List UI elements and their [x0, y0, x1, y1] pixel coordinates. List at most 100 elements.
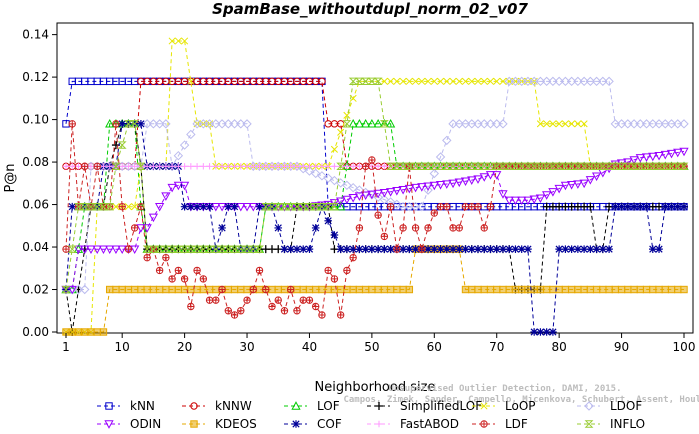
data-point-ldf — [374, 211, 382, 219]
data-point-inflo — [554, 162, 564, 171]
data-point-inflo — [330, 202, 339, 211]
data-point-kdeos — [137, 285, 145, 294]
data-point-ldof — [598, 76, 608, 87]
legend-label: SimplifiedLOF — [400, 399, 482, 413]
data-point-inflo — [267, 202, 277, 211]
data-point-cof — [361, 245, 370, 253]
data-point-inflo — [161, 245, 171, 253]
legend-label: COF — [317, 417, 342, 431]
data-point-inflo — [230, 245, 239, 253]
data-point-loop — [480, 77, 488, 85]
data-point-cof — [467, 245, 476, 253]
data-point-loop — [393, 77, 401, 85]
data-point-inflo — [280, 202, 289, 211]
data-point-cof — [193, 202, 201, 211]
data-point-cof — [411, 245, 420, 253]
data-point-kdeos — [480, 285, 488, 294]
axis-layer: 1 10 20 30 40 50 60 70 80 90 100 0.00 0.02 0.04 0.06 0.… — [22, 28, 695, 354]
data-point-ldf — [486, 203, 495, 211]
data-point-cof — [305, 245, 314, 253]
data-point-cof — [542, 328, 551, 336]
data-point-kdeos — [674, 285, 682, 294]
data-point-ldof — [348, 182, 358, 193]
data-point-kdeos — [486, 285, 495, 294]
data-point-inflo — [473, 162, 483, 171]
data-point-fastabod — [281, 163, 288, 170]
data-point-odin — [485, 171, 496, 180]
data-point-ldof — [211, 119, 221, 129]
data-point-ldof — [417, 201, 427, 212]
data-point-odin — [211, 202, 221, 212]
data-point-fastabod — [293, 163, 301, 170]
data-point-kdeos — [311, 285, 320, 294]
data-point-odin — [448, 179, 458, 189]
data-point-odin — [392, 187, 402, 196]
data-point-odin — [379, 188, 390, 198]
data-point-loop — [461, 77, 470, 85]
data-point-cof — [474, 245, 482, 253]
data-point-odin — [542, 191, 552, 200]
data-point-fastabod — [262, 163, 269, 170]
data-point-kdeos — [605, 285, 613, 294]
data-point-lof — [354, 118, 365, 128]
data-point-cof — [137, 120, 145, 128]
data-point-cof — [655, 245, 663, 253]
data-point-ldof — [623, 119, 633, 129]
data-point-inflo — [255, 245, 264, 253]
credit-line-2: Campos, Zimek, Sander, Campello, Micenko… — [343, 394, 699, 405]
data-point-ldof — [479, 119, 489, 129]
data-point-cof — [218, 224, 226, 232]
data-point-kdeos — [68, 328, 76, 336]
data-point-kdeos — [549, 285, 557, 294]
data-point-ldf — [386, 203, 395, 211]
data-point-ldf — [218, 285, 226, 294]
data-point-cof — [505, 245, 514, 253]
data-point-fastabod — [118, 163, 126, 170]
legend: kNN kNNW LOF SimplifiedLOF LoOP LDOF ODIN KDEOS… — [97, 399, 645, 431]
data-point-loop — [543, 120, 551, 128]
legend-entry-cof: COF — [284, 417, 342, 431]
data-point-inflo — [429, 162, 439, 171]
series-kdeos — [62, 245, 688, 336]
data-point-ldf — [81, 162, 89, 170]
data-point-odin — [336, 197, 346, 207]
data-point-fastabod — [250, 163, 257, 170]
data-point-cof — [561, 245, 570, 253]
data-point-inflo — [398, 162, 408, 171]
x-tick-label: 100 — [673, 340, 696, 354]
data-point-inflo — [80, 202, 90, 211]
data-point-ldof — [516, 76, 527, 87]
data-point-kdeos — [299, 285, 307, 294]
data-point-cof — [555, 245, 563, 253]
data-point-loop — [549, 120, 557, 128]
data-point-ldof — [510, 76, 521, 87]
data-point-kdeos — [661, 285, 669, 294]
data-point-odin — [660, 150, 670, 160]
data-point-fastabod — [300, 163, 307, 170]
data-point-odin — [585, 176, 596, 185]
data-point-kdeos — [405, 285, 414, 294]
data-point-kdeos — [212, 285, 220, 294]
data-point-loop — [493, 77, 501, 85]
data-point-inflo — [292, 202, 302, 211]
legend-entry-knnw: kNNW — [182, 399, 252, 413]
data-point-loop — [486, 77, 495, 85]
data-point-inflo — [404, 162, 414, 171]
data-point-odin — [579, 179, 589, 189]
data-point-fastabod — [256, 163, 263, 170]
series-line-ldf — [65, 123, 684, 317]
data-point-fastabod — [168, 163, 176, 170]
data-point-inflo — [336, 162, 346, 171]
data-point-kdeos — [561, 285, 570, 294]
data-point-odin — [666, 149, 677, 159]
data-point-ldof — [604, 76, 614, 87]
data-point-cof — [274, 224, 283, 232]
data-point-fastabod — [75, 163, 82, 170]
data-point-loop — [449, 77, 457, 85]
legend-entry-simplifiedlof: SimplifiedLOF — [367, 399, 482, 413]
data-point-loop — [424, 77, 432, 85]
data-point-kdeos — [280, 285, 289, 294]
data-point-kdeos — [555, 285, 563, 294]
data-point-ldf — [393, 245, 401, 253]
data-point-odin — [442, 180, 452, 189]
